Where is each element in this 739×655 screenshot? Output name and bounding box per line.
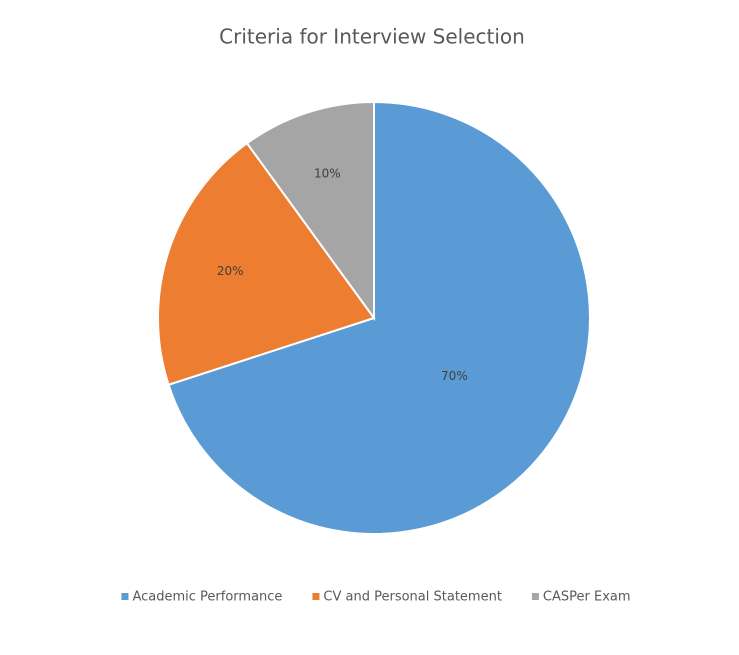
legend-swatch — [531, 593, 539, 600]
legend-swatch — [312, 593, 320, 600]
pie-slice — [167, 100, 591, 535]
data-label: 10% — [314, 167, 341, 181]
legend-item: CV and Personal Statement — [312, 590, 502, 605]
pie — [157, 100, 591, 535]
pie-slice — [157, 141, 376, 387]
pie-slice — [245, 100, 375, 322]
legend-text: CV and Personal Statement — [323, 590, 502, 605]
legend-swatch — [121, 593, 129, 600]
chart-title: Criteria for Interview Selection — [219, 25, 525, 49]
data-labels: 70% 20% 10% — [217, 167, 468, 383]
data-label: 20% — [217, 264, 244, 278]
legend: Academic Performance CV and Personal Stat… — [121, 590, 631, 605]
legend-text: CASPer Exam — [543, 590, 631, 605]
legend-item: CASPer Exam — [531, 590, 631, 605]
data-label: 70% — [441, 369, 468, 383]
legend-item: Academic Performance — [121, 590, 282, 605]
legend-text: Academic Performance — [132, 590, 282, 605]
